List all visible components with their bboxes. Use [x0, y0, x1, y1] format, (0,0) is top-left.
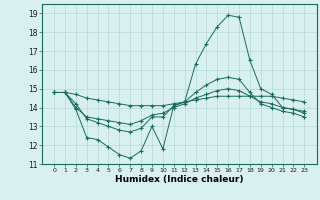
- X-axis label: Humidex (Indice chaleur): Humidex (Indice chaleur): [115, 175, 244, 184]
